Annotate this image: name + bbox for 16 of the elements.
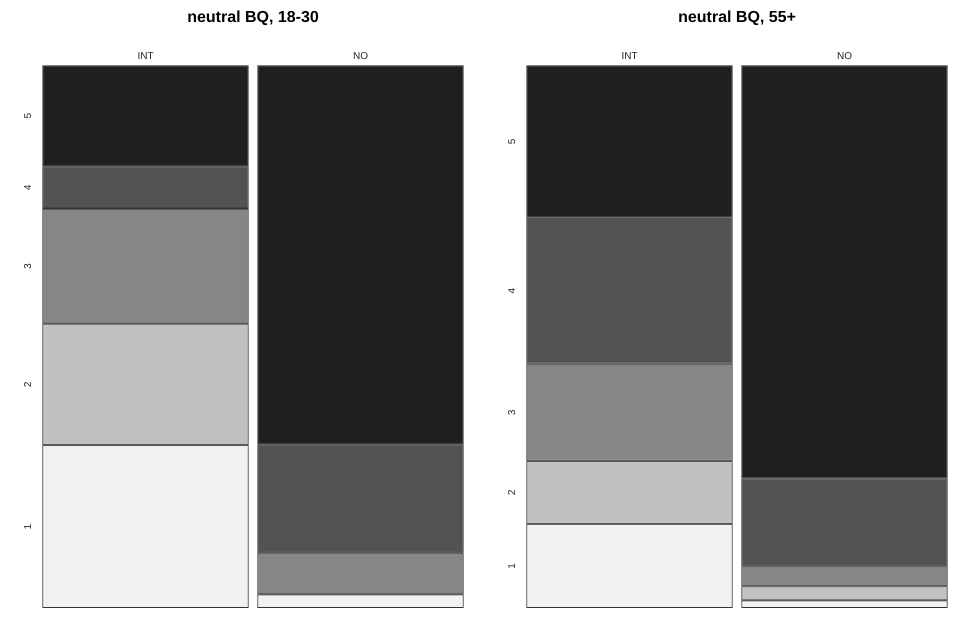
text: 3 xyxy=(23,262,34,269)
x-tick-label: NO xyxy=(353,50,368,62)
text: 2 xyxy=(23,381,34,388)
x-tick-label: INT xyxy=(137,50,154,62)
text: 4 xyxy=(507,288,518,294)
x-tick-label: NO xyxy=(837,50,852,62)
x-tick-label: INT xyxy=(621,50,638,62)
text: 3 xyxy=(507,409,518,416)
text: 2 xyxy=(507,489,518,496)
text: 1 xyxy=(507,562,518,569)
text: 1 xyxy=(23,523,34,530)
text: 4 xyxy=(23,184,34,190)
chart-title: neutral BQ, 55+ xyxy=(678,9,796,26)
text: 5 xyxy=(23,112,34,118)
text: 5 xyxy=(507,138,518,144)
chart-title: neutral BQ, 18-30 xyxy=(187,9,319,26)
